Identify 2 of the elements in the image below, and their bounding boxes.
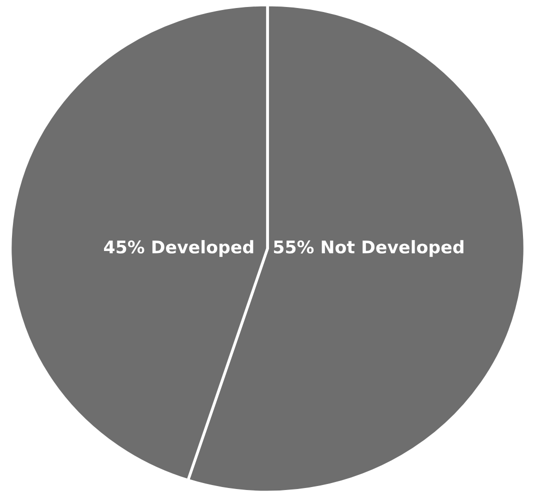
slice-label: 55% Not Developed xyxy=(274,240,464,257)
slice-label: 45% Developed xyxy=(104,240,254,257)
